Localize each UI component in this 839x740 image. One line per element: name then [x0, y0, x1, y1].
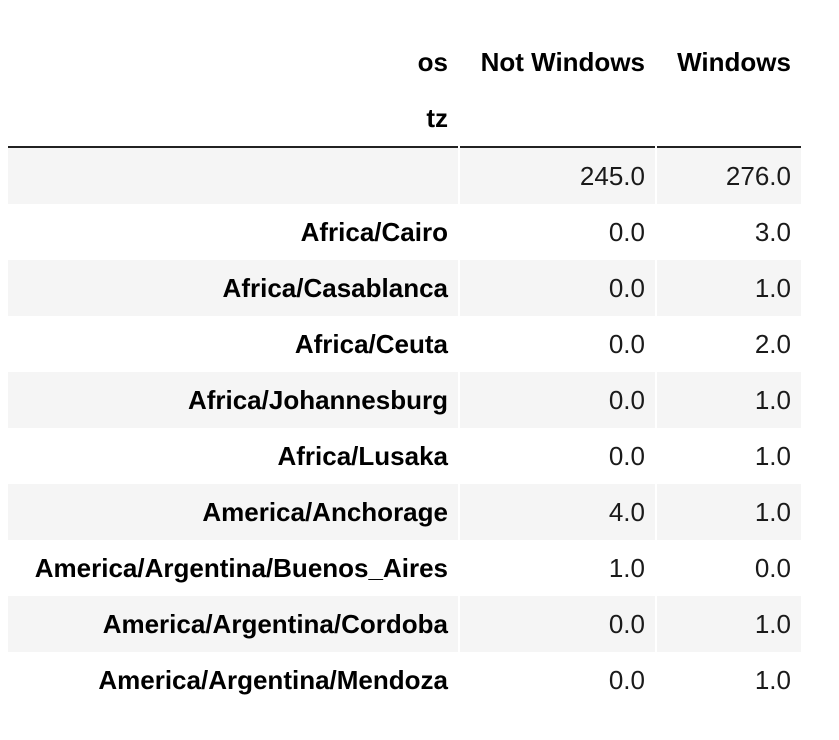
- index-name-row: tz: [8, 90, 801, 148]
- table-row: America/Argentina/Cordoba 0.0 1.0: [8, 596, 801, 652]
- column-header-not-windows: Not Windows: [480, 47, 645, 77]
- table-row: 245.0 276.0: [8, 148, 801, 204]
- index-axis-label: tz: [8, 90, 458, 148]
- table-row: Africa/Lusaka 0.0 1.0: [8, 428, 801, 484]
- table-row: Africa/Casablanca 0.0 1.0: [8, 260, 801, 316]
- row-index-label: Africa/Casablanca: [8, 260, 458, 316]
- cell-not-windows: 4.0: [460, 484, 655, 540]
- row-index-label: America/Anchorage: [8, 484, 458, 540]
- cell-windows: 3.0: [754, 217, 791, 247]
- cell-windows: 1.0: [657, 260, 801, 316]
- empty-header-cell: [657, 90, 801, 148]
- table-body: 245.0 276.0 Africa/Cairo 0.0 3.0 Africa/Casab…: [8, 148, 801, 708]
- cell-windows: 2.0: [754, 329, 791, 359]
- empty-header-cell: [460, 90, 655, 148]
- cell-not-windows: 245.0: [460, 148, 655, 204]
- column-header-windows: Windows: [677, 47, 791, 77]
- cell-windows: 1.0: [657, 596, 801, 652]
- cell-windows: 1.0: [657, 372, 801, 428]
- row-index-label: Africa/Cairo: [300, 217, 448, 247]
- cell-windows: 1.0: [754, 441, 791, 471]
- table-row: America/Argentina/Buenos_Aires 1.0 0.0: [8, 540, 801, 596]
- row-index-label: Africa/Johannesburg: [8, 372, 458, 428]
- table-row: Africa/Ceuta 0.0 2.0: [8, 316, 801, 372]
- cell-not-windows: 0.0: [460, 260, 655, 316]
- cell-not-windows: 0.0: [608, 217, 645, 247]
- row-index-label: America/Argentina/Cordoba: [8, 596, 458, 652]
- columns-axis-label: os: [417, 47, 448, 77]
- dataframe-table: os Not Windows Windows tz 245.0 276.0 Afri…: [6, 34, 803, 708]
- row-index-label: America/Argentina/Mendoza: [98, 665, 448, 695]
- columns-header-row: os Not Windows Windows: [8, 34, 801, 90]
- table-row: America/Argentina/Mendoza 0.0 1.0: [8, 652, 801, 708]
- row-index-label: Africa/Lusaka: [277, 441, 448, 471]
- table-row: Africa/Johannesburg 0.0 1.0: [8, 372, 801, 428]
- table-row: Africa/Cairo 0.0 3.0: [8, 204, 801, 260]
- row-index-label: Africa/Ceuta: [294, 329, 448, 359]
- cell-not-windows: 0.0: [608, 441, 645, 471]
- cell-not-windows: 0.0: [460, 596, 655, 652]
- row-index-label: America/Argentina/Buenos_Aires: [34, 553, 448, 583]
- cell-windows: 1.0: [754, 665, 791, 695]
- cell-not-windows: 0.0: [608, 329, 645, 359]
- cell-windows: 276.0: [657, 148, 801, 204]
- cell-windows: 1.0: [657, 484, 801, 540]
- cell-not-windows: 1.0: [608, 553, 645, 583]
- row-index-label: [8, 148, 458, 204]
- cell-windows: 0.0: [754, 553, 791, 583]
- dataframe-output: os Not Windows Windows tz 245.0 276.0 Afri…: [6, 34, 803, 708]
- cell-not-windows: 0.0: [460, 372, 655, 428]
- table-header: os Not Windows Windows tz: [8, 34, 801, 148]
- table-row: America/Anchorage 4.0 1.0: [8, 484, 801, 540]
- cell-not-windows: 0.0: [608, 665, 645, 695]
